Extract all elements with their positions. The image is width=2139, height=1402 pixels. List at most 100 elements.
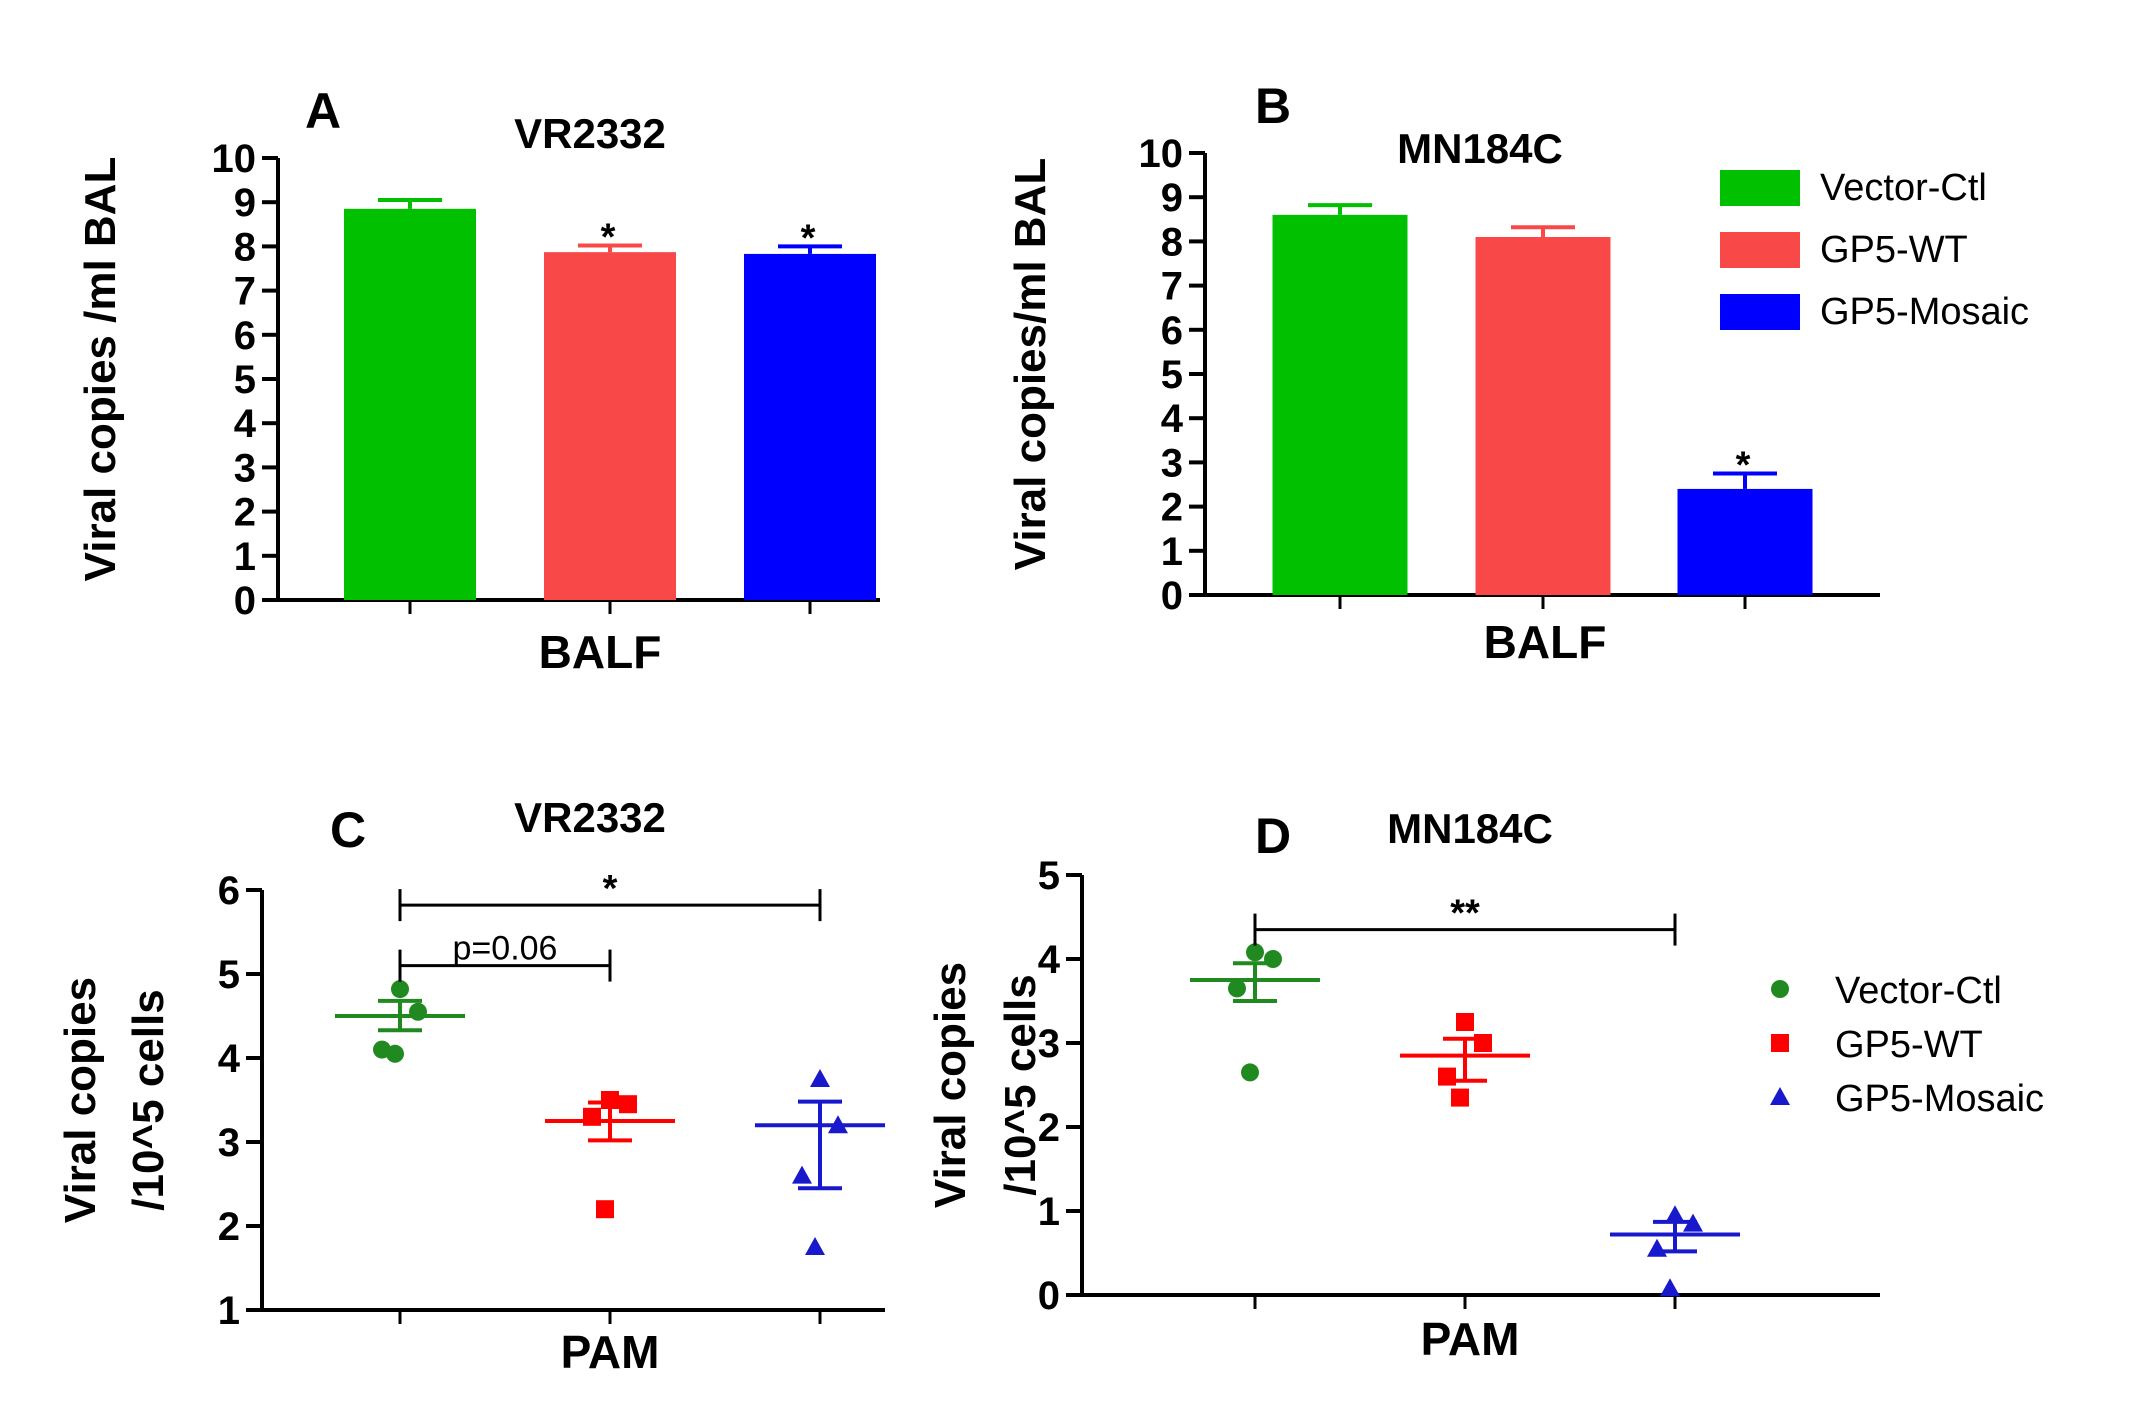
data-point	[1647, 1238, 1667, 1257]
legend-label: GP5-Mosaic	[1820, 291, 2029, 333]
data-point	[601, 1091, 619, 1109]
data-point	[1228, 979, 1246, 998]
y-axis-label: Viral copies	[56, 977, 105, 1223]
data-point	[583, 1107, 601, 1126]
data-point	[1438, 1067, 1456, 1086]
y-tick-label: 6	[1161, 309, 1183, 353]
y-tick-label: 10	[1139, 132, 1184, 176]
y-tick-label: 8	[234, 225, 256, 269]
y-axis-label: Viral copies/ml BAL	[1006, 158, 1055, 570]
y-tick-label: 7	[1161, 265, 1183, 309]
y-tick-label: 3	[1038, 1022, 1060, 1066]
y-tick-label: 2	[1038, 1106, 1060, 1150]
y-axis-label: Viral copies /ml BAL	[76, 157, 125, 582]
y-tick-label: 10	[212, 137, 257, 181]
significance-star: *	[601, 217, 616, 259]
y-tick-label: 8	[1161, 220, 1183, 264]
legend-marker	[1770, 1087, 1790, 1105]
data-point	[1683, 1213, 1703, 1232]
significance-star: *	[603, 868, 618, 910]
legend-label: Vector-Ctl	[1835, 970, 2002, 1012]
p-value-label: p=0.06	[453, 930, 558, 968]
significance-star: *	[1736, 444, 1751, 486]
data-point	[792, 1165, 812, 1184]
y-tick-label: 4	[1161, 397, 1184, 441]
y-tick-label: 2	[1161, 486, 1183, 530]
panel-title: VR2332	[514, 794, 666, 841]
y-tick-label: 0	[234, 579, 256, 623]
y-tick-label: 9	[234, 181, 256, 225]
y-tick-label: 5	[218, 953, 240, 997]
legend-label: GP5-Mosaic	[1835, 1078, 2044, 1120]
y-tick-label: 2	[218, 1205, 240, 1249]
y-axis-label: /10^5 cells	[996, 974, 1045, 1195]
data-point	[1660, 1278, 1680, 1297]
significance-star: **	[1450, 893, 1480, 935]
bar-gp5-mosaic	[1677, 488, 1813, 595]
data-point	[373, 1040, 391, 1059]
bar-gp5-mosaic	[744, 253, 876, 600]
data-point	[1456, 1013, 1474, 1031]
panel-title: MN184C	[1387, 805, 1553, 852]
legend-marker	[1771, 980, 1789, 998]
y-tick-label: 3	[1161, 441, 1183, 485]
data-point	[1451, 1088, 1469, 1107]
y-axis-label: /10^5 cells	[124, 989, 173, 1210]
y-tick-label: 0	[1038, 1274, 1060, 1318]
legend-label: GP5-WT	[1820, 229, 1968, 271]
y-tick-label: 0	[1161, 574, 1183, 618]
panel-title: VR2332	[514, 110, 666, 157]
bar-vector-ctl	[1272, 214, 1408, 595]
legend-label: Vector-Ctl	[1820, 167, 1987, 209]
panel-title: MN184C	[1397, 125, 1563, 172]
data-point	[409, 1002, 427, 1021]
significance-star: *	[801, 217, 816, 259]
x-axis-label: BALF	[539, 626, 662, 678]
y-tick-label: 2	[234, 491, 256, 535]
y-tick-label: 9	[1161, 176, 1183, 220]
bar-vector-ctl	[344, 208, 476, 600]
legend-swatch	[1720, 232, 1800, 268]
data-point	[1246, 943, 1264, 962]
legend-marker	[1771, 1034, 1789, 1052]
panel-letter: D	[1255, 808, 1291, 864]
panel-letter: C	[330, 802, 366, 858]
bar-gp5-wt	[544, 252, 676, 600]
data-point	[619, 1095, 637, 1114]
data-point	[810, 1069, 830, 1087]
panel-letter: B	[1255, 78, 1291, 134]
legend-label: GP5-WT	[1835, 1024, 1983, 1066]
data-point	[1241, 1063, 1259, 1082]
y-tick-label: 1	[218, 1289, 240, 1333]
y-tick-label: 3	[234, 446, 256, 490]
y-tick-label: 5	[1038, 854, 1060, 898]
panel-letter: A	[305, 83, 341, 139]
y-axis-label: Viral copies	[926, 962, 975, 1208]
y-tick-label: 3	[218, 1121, 240, 1165]
data-point	[391, 980, 409, 999]
y-tick-label: 5	[1161, 353, 1183, 397]
x-axis-label: BALF	[1484, 616, 1607, 668]
x-axis-label: PAM	[1421, 1313, 1520, 1365]
legend-swatch	[1720, 170, 1800, 206]
data-point	[805, 1237, 825, 1255]
y-tick-label: 6	[218, 869, 240, 913]
data-point	[596, 1200, 614, 1219]
bar-gp5-wt	[1475, 236, 1611, 596]
y-tick-label: 4	[1038, 938, 1061, 982]
data-point	[1665, 1205, 1685, 1224]
y-tick-label: 7	[234, 270, 256, 314]
data-point	[828, 1115, 848, 1134]
y-tick-label: 4	[234, 402, 257, 446]
data-point	[1474, 1034, 1492, 1052]
y-tick-label: 5	[234, 358, 256, 402]
y-tick-label: 1	[234, 535, 256, 579]
y-tick-label: 6	[234, 314, 256, 358]
legend-swatch	[1720, 294, 1800, 330]
y-tick-label: 4	[218, 1037, 241, 1081]
x-axis-label: PAM	[561, 1326, 660, 1378]
data-point	[1264, 950, 1282, 968]
y-tick-label: 1	[1038, 1190, 1060, 1234]
y-tick-label: 1	[1161, 530, 1183, 574]
